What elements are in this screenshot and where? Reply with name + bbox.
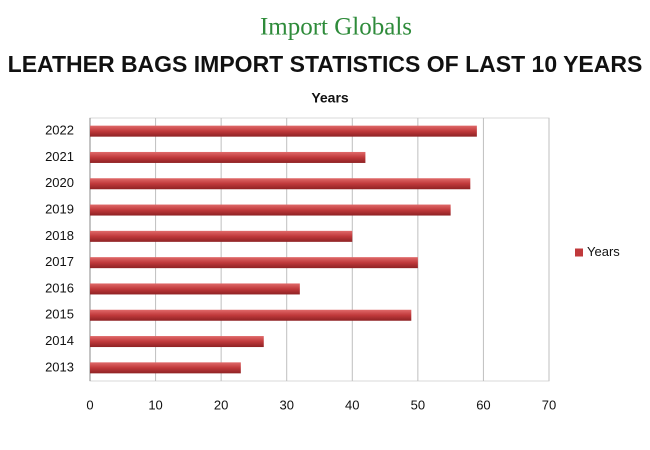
bar bbox=[90, 151, 366, 163]
bar bbox=[90, 283, 300, 295]
bar bbox=[90, 204, 451, 216]
y-tick-label: 2015 bbox=[45, 307, 74, 322]
chart-title: LEATHER BAGS IMPORT STATISTICS OF LAST 1… bbox=[8, 51, 643, 77]
x-tick-label: 50 bbox=[411, 397, 425, 412]
x-tick-label: 10 bbox=[148, 397, 162, 412]
x-tick-label: 20 bbox=[214, 397, 228, 412]
x-tick-label: 60 bbox=[476, 397, 490, 412]
bar bbox=[90, 125, 477, 137]
legend-swatch bbox=[575, 248, 583, 257]
y-tick-label: 2017 bbox=[45, 254, 74, 269]
chart-subtitle: Years bbox=[311, 90, 349, 106]
y-tick-label: 2016 bbox=[45, 280, 74, 295]
x-tick-label: 0 bbox=[86, 397, 93, 412]
y-tick-label: 2018 bbox=[45, 228, 74, 243]
bar bbox=[90, 336, 264, 348]
x-tick-label: 40 bbox=[345, 397, 359, 412]
bar bbox=[90, 309, 412, 321]
y-tick-label: 2019 bbox=[45, 201, 74, 216]
x-tick-label: 30 bbox=[279, 397, 293, 412]
bar bbox=[90, 230, 353, 242]
bar bbox=[90, 178, 471, 190]
y-tick-label: 2022 bbox=[45, 123, 74, 138]
bar bbox=[90, 257, 418, 269]
bar bbox=[90, 362, 241, 374]
x-tick-label: 70 bbox=[542, 397, 556, 412]
y-tick-label: 2020 bbox=[45, 175, 74, 190]
legend-label: Years bbox=[587, 244, 620, 259]
y-tick-label: 2013 bbox=[45, 359, 74, 374]
brand-logo: Import Globals bbox=[260, 14, 412, 41]
y-tick-label: 2014 bbox=[45, 333, 74, 348]
y-tick-label: 2021 bbox=[45, 149, 74, 164]
